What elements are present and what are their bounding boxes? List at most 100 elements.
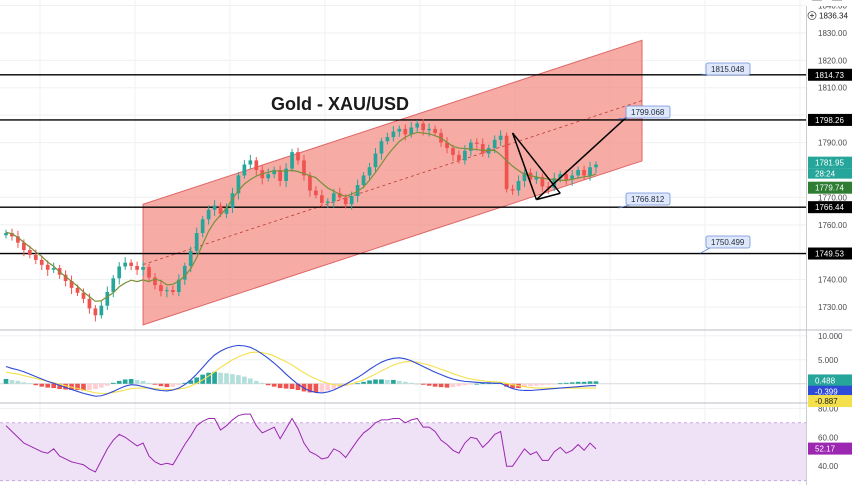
macd-histogram-bar [575, 381, 581, 384]
macd-histogram-bar [283, 383, 289, 389]
candle-body [540, 176, 545, 187]
level-price-tag: 1814.73 [808, 68, 852, 81]
candle-body [516, 180, 521, 191]
callout-label: 1766.812 [631, 195, 665, 204]
macd-histogram-bar [444, 383, 450, 388]
macd-histogram-bar [313, 383, 319, 393]
macd-histogram-bar [474, 383, 480, 385]
tag-bg [808, 181, 852, 194]
macd-histogram-bar [456, 383, 462, 387]
candle [290, 148, 294, 172]
macd-histogram-bar [194, 377, 200, 384]
candle-body [4, 233, 8, 236]
macd-histogram-bar [134, 379, 140, 384]
macd-histogram-bar [75, 383, 80, 391]
macd-histogram-bar [408, 382, 414, 384]
candle [224, 203, 229, 219]
tag-bg [808, 247, 852, 260]
macd-histogram-bar [593, 381, 599, 384]
candle-body [218, 205, 223, 214]
candle-body [391, 131, 396, 138]
moving-average [5, 131, 597, 302]
candle-body [445, 142, 449, 149]
macd-histogram-bar [259, 382, 265, 384]
candle [236, 172, 241, 200]
macd-histogram-bar [480, 383, 486, 385]
candle-body [141, 267, 145, 270]
candle-body [99, 305, 104, 316]
macd-histogram-bar [27, 383, 33, 385]
macd-histogram-bar [182, 382, 188, 384]
macd-histogram-bar [218, 372, 223, 384]
candle [302, 154, 306, 181]
tag-label: 1814.73 [815, 71, 844, 80]
price-tick-label: 1730.00 [818, 303, 847, 312]
candle-body [451, 148, 455, 155]
level-callout: 1766.812 [617, 192, 671, 209]
candle [212, 200, 217, 216]
candle [385, 132, 390, 145]
price-tick-label: 1760.00 [818, 221, 847, 230]
candle [474, 138, 479, 151]
candle [391, 126, 396, 142]
callout-label: 1750.499 [711, 238, 745, 247]
tag-bg [808, 113, 852, 126]
candle-body [206, 209, 211, 220]
level-callouts: 1815.048 1799.068 1766.812 1750.499 [617, 62, 751, 254]
macd-histogram-bar [402, 381, 408, 384]
candle [200, 216, 205, 238]
price-axis[interactable]: 1840.001830.001820.001810.001790.001780.… [807, 1, 852, 471]
candle-body [182, 265, 187, 280]
candle [361, 172, 366, 189]
macd-histogram-bar [9, 379, 15, 384]
candle [206, 205, 211, 225]
macd-histogram-bar [176, 383, 182, 386]
price-tick-label: 1770.00 [818, 193, 847, 202]
pattern-line [511, 132, 538, 200]
candle [176, 274, 181, 297]
macd-histogram-bar [504, 383, 509, 387]
tag-label: 52.17 [815, 445, 836, 454]
candle [171, 285, 175, 296]
tag-label: 1749.53 [815, 250, 844, 259]
rsi-band [0, 422, 806, 482]
macd-histogram-bar [522, 383, 527, 388]
candle-body [230, 193, 235, 208]
candle-body [165, 290, 169, 292]
rsi-tick-label: 40.00 [818, 462, 839, 471]
price-tick-label: 1740.00 [818, 276, 847, 285]
macd-panel [0, 344, 806, 397]
candle-body [308, 175, 312, 191]
candle-body [176, 279, 181, 292]
candle [570, 169, 575, 186]
macd-histogram-bar [277, 383, 283, 389]
candle-body [534, 176, 539, 180]
candle [284, 163, 288, 188]
settings-gear-icon[interactable] [806, 0, 852, 6]
candle-body [22, 242, 26, 251]
candle-body [33, 254, 38, 260]
candle [135, 261, 139, 275]
macd-histogram-bar [104, 383, 110, 386]
macd-histogram-bar [116, 380, 122, 384]
plus-circle-ring [807, 11, 817, 20]
macd-histogram-bar [206, 372, 211, 384]
macd-histogram-bar [57, 383, 62, 390]
candle [320, 189, 324, 208]
candle-body [427, 128, 431, 131]
macd-histogram-bar [563, 382, 569, 384]
candle-body [51, 268, 56, 270]
macd-histogram-bar [432, 383, 438, 387]
chart-title: Gold - XAU/USD [271, 94, 409, 114]
candle [182, 262, 187, 285]
macd-histogram-bar [420, 383, 426, 385]
candle [99, 301, 104, 319]
tag-label: 0.488 [815, 376, 836, 385]
macd-histogram-bar [242, 376, 247, 384]
candle-body [200, 219, 205, 234]
candle-body [111, 278, 116, 292]
candle [117, 262, 122, 285]
candle-body [385, 137, 390, 142]
